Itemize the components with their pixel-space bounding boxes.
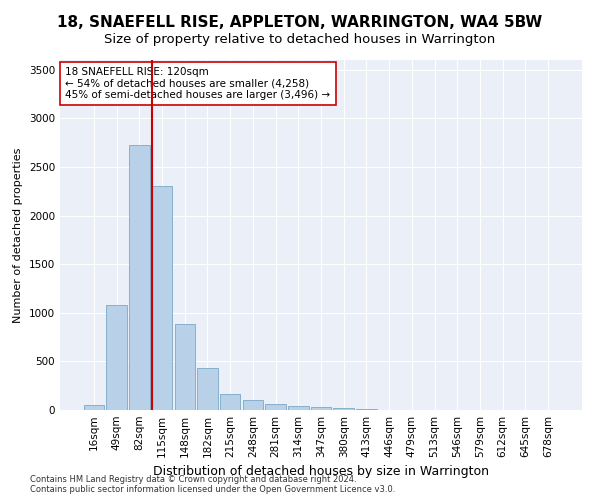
- Bar: [106, 305, 127, 410]
- Bar: [311, 407, 331, 410]
- Text: Contains HM Land Registry data © Crown copyright and database right 2024.: Contains HM Land Registry data © Crown c…: [30, 476, 356, 484]
- Bar: [129, 144, 149, 410]
- Text: Contains public sector information licensed under the Open Government Licence v3: Contains public sector information licen…: [30, 486, 395, 494]
- Bar: [334, 408, 354, 410]
- Bar: [242, 400, 263, 410]
- Bar: [265, 404, 286, 410]
- Bar: [152, 186, 172, 410]
- Text: 18, SNAEFELL RISE, APPLETON, WARRINGTON, WA4 5BW: 18, SNAEFELL RISE, APPLETON, WARRINGTON,…: [58, 15, 542, 30]
- Bar: [84, 405, 104, 410]
- Text: Size of property relative to detached houses in Warrington: Size of property relative to detached ho…: [104, 32, 496, 46]
- Bar: [197, 368, 218, 410]
- X-axis label: Distribution of detached houses by size in Warrington: Distribution of detached houses by size …: [153, 466, 489, 478]
- Y-axis label: Number of detached properties: Number of detached properties: [13, 148, 23, 322]
- Bar: [220, 394, 241, 410]
- Text: 18 SNAEFELL RISE: 120sqm
← 54% of detached houses are smaller (4,258)
45% of sem: 18 SNAEFELL RISE: 120sqm ← 54% of detach…: [65, 67, 331, 100]
- Bar: [356, 409, 377, 410]
- Bar: [288, 406, 308, 410]
- Bar: [175, 324, 195, 410]
